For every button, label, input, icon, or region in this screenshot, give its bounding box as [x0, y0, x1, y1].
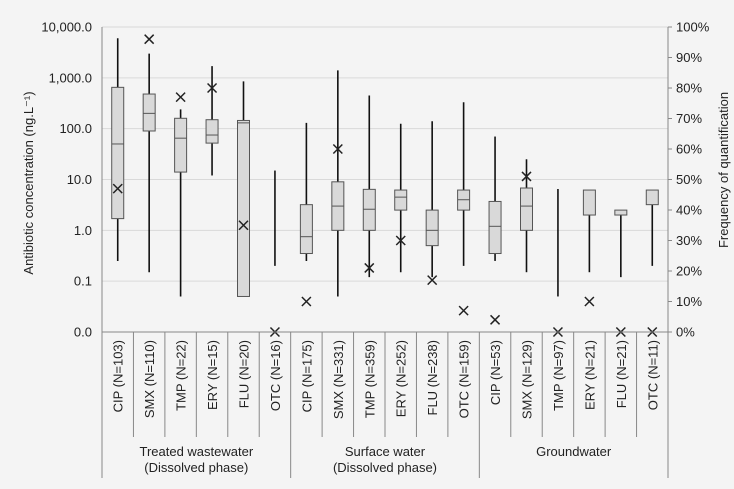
category-label: CIP (N=53): [488, 340, 503, 405]
box-iqr: [142, 93, 156, 132]
y-tick-label: 1.0: [74, 223, 92, 238]
axes: 10,000.0 1,000.0 100.0 10.0 1.0 0.1 0.0 100% 90%…: [41, 20, 710, 478]
frequency-marker: [112, 183, 123, 194]
category-label: OTC (N=11): [645, 340, 660, 410]
frequency-marker: [364, 262, 375, 273]
gridlines: [102, 26, 668, 282]
group-label: Treated wastewater: [139, 444, 253, 459]
frequency-marker: [301, 296, 312, 307]
box-iqr: [645, 189, 659, 206]
y2-tick-label: 100%: [676, 20, 710, 35]
category-label: OTC (N=159): [457, 340, 472, 418]
y2-tick-label: 20%: [676, 264, 702, 279]
category-label: TMP (N=97): [551, 340, 566, 411]
y-tick-label: 10,000.0: [41, 20, 92, 35]
frequency-marker: [584, 296, 595, 307]
category-label: ERY (N=21): [582, 340, 597, 410]
box-iqr: [237, 119, 250, 297]
y2-tick-label: 30%: [676, 233, 702, 248]
box-iqr: [582, 189, 596, 216]
category-label: FLU (N=21): [614, 340, 629, 408]
frequency-marker: [238, 220, 249, 231]
frequency-marker: [207, 82, 218, 94]
category-label: FLU (N=238): [425, 340, 440, 416]
box-iqr: [111, 86, 125, 220]
category-label: FLU (N=20): [237, 340, 252, 408]
y2-tick-label: 40%: [676, 203, 702, 218]
box-iqr: [425, 209, 439, 247]
y-axis-label: Antibiotic concentration (ng.L⁻¹): [21, 91, 36, 274]
y2-tick-label: 60%: [676, 142, 702, 157]
frequency-marker: [521, 171, 532, 182]
y2-tick-label: 10%: [676, 294, 702, 309]
y-tick-label: 10.0: [67, 172, 92, 187]
frequency-marker: [427, 275, 438, 286]
category-label: CIP (N=103): [111, 340, 126, 412]
frequency-marker: [395, 235, 406, 246]
group-sublabel: (Dissolved phase): [144, 460, 248, 475]
y2-tick-label: 70%: [676, 111, 702, 126]
category-label: ERY (N=15): [205, 340, 220, 410]
frequency-marker: [458, 305, 469, 316]
box-iqr: [362, 188, 376, 231]
category-label: OTC (N=16): [268, 340, 283, 411]
y-tick-label: 0.0: [74, 325, 92, 340]
category-label: CIP (N=175): [299, 340, 314, 412]
group-label: Groundwater: [536, 444, 612, 459]
frequency-marker: [332, 143, 343, 155]
box-marks: [111, 34, 659, 338]
category-label: SMX (N=331): [331, 340, 346, 419]
box-iqr: [520, 187, 533, 231]
y-tick-label: 0.1: [74, 274, 92, 289]
category-label: SMX (N=129): [520, 340, 535, 419]
y2-axis-label: Frequency of quantification: [716, 92, 731, 248]
y-tick-label: 100.0: [59, 121, 92, 136]
frequency-marker: [175, 92, 186, 103]
y2-tick-label: 90%: [676, 50, 702, 65]
category-label: SMX (N=110): [142, 340, 157, 418]
box-iqr: [394, 189, 408, 211]
frequency-marker: [490, 314, 501, 325]
box-iqr: [299, 204, 313, 255]
group-label: Surface water: [345, 444, 426, 459]
box-iqr: [488, 200, 502, 255]
y-tick-label: 1,000.0: [49, 70, 92, 85]
box-iqr: [614, 209, 628, 216]
y2-tick-label: 0%: [676, 325, 695, 340]
category-label: ERY (N=252): [394, 340, 409, 417]
y2-tick-label: 80%: [676, 81, 702, 96]
box-iqr: [205, 119, 219, 144]
y2-tick-label: 50%: [676, 172, 702, 187]
group-sublabel: (Dissolved phase): [333, 460, 437, 475]
category-label: TMP (N=359): [362, 340, 377, 418]
category-label: TMP (N=22): [174, 340, 189, 411]
box-iqr: [174, 117, 188, 173]
frequency-marker: [144, 34, 155, 45]
